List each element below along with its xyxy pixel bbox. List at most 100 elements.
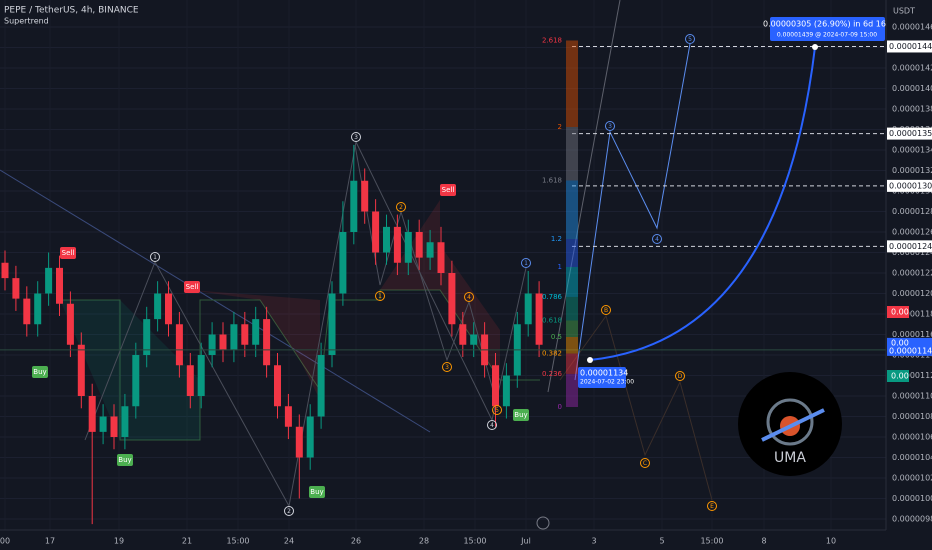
wave-marker [707,501,717,511]
x-tick-label: Jul [520,537,531,546]
price-tag-text: 0.00001305 [889,181,932,190]
candle-body [219,334,227,350]
candle-body [459,324,467,345]
fib-band [566,337,578,354]
wave-label: E [710,503,714,510]
y-tick-label: 0.00001340 [892,146,932,155]
candle-body [415,232,423,258]
candle-body [66,303,74,345]
y-axis-label: USDT [893,7,915,16]
wave-label: 5 [688,36,692,43]
candle-body [88,396,96,432]
signal-text: Sell [186,283,199,291]
y-tick-label: 0.00001220 [892,269,932,278]
wave-label: 1 [378,293,382,300]
fib-label: 0 [558,403,562,411]
price-axis [886,0,932,550]
candle-body [448,273,456,325]
fib-band [566,267,578,297]
wave-label: 4 [655,236,659,243]
signal-box [440,184,456,196]
signal-text: Sell [62,249,75,257]
y-tick-label: 0.00000980 [892,515,932,524]
wave-label: 3 [608,123,612,130]
fib-band [566,320,578,337]
wave-marker [492,405,502,415]
fib-label: 1.2 [551,235,562,243]
y-tick-label: 0.00001320 [892,166,932,175]
y-tick-label: 0.00001040 [892,453,932,462]
fib-label: 0.5 [551,333,562,341]
wave-label: C [643,460,647,467]
measure-box [770,17,885,41]
wave-label: 4 [490,422,494,429]
fib-band [566,180,578,239]
logo-ring [766,398,814,446]
wave-marker [284,506,294,516]
x-tick-label: 21 [182,537,192,546]
candle-body [252,319,260,345]
anchor-point [812,44,818,50]
wave-label: 3 [354,134,358,141]
wave-marker [675,371,685,381]
candle-body [295,426,303,458]
fib-label: 0.236 [542,370,563,378]
y-tick-label: 0.00001380 [892,105,932,114]
price-tag-text: 0.00001356 [889,129,932,138]
candle-body [350,180,358,232]
candle-body [328,293,336,355]
signal-box [117,454,133,466]
wave-marker [605,121,615,131]
wave-marker [640,458,650,468]
wave-label: 5 [495,407,499,414]
candle-body [524,293,532,325]
candle-body [230,324,238,350]
indicator-tag-text: 0.00 [891,308,909,317]
candle-body [284,406,292,427]
y-tick-label: 0.00001160 [892,330,932,339]
candle-body [23,298,31,325]
signal-box [60,247,76,259]
x-tick-label: 17 [45,537,55,546]
candle-body [241,324,249,345]
wave-label: 1 [153,254,157,261]
supertrend-line [60,289,540,441]
y-tick-label: 0.00001180 [892,310,932,319]
candle-body [143,319,151,355]
x-tick-label: 19 [114,537,124,546]
fib-band [566,353,578,374]
y-tick-label: 0.00001060 [892,433,932,442]
candle-body [317,355,325,417]
wave-marker [652,234,662,244]
chart-title: PEPE / TetherUS, 4h, BINANCE [4,6,139,16]
signal-text: Buy [514,411,527,419]
wave-marker [685,34,695,44]
wave-marker [351,132,361,142]
measure-text: 0.00001439 @ 2024-07-09 15:00 [777,32,877,39]
candle-body [404,232,412,263]
measure-text: 0.00000305 (26.90%) in 6d 16h [763,20,891,29]
replay-icon[interactable] [536,516,550,530]
start-text: 2024-07-02 23:00 [580,379,634,386]
fib-label: 1.618 [542,176,562,184]
wave-marker [521,258,531,268]
candle-body [186,365,194,396]
x-tick-label: 15:00 [700,537,723,546]
candle-body [361,180,369,212]
fib-label: 0.618 [542,316,562,324]
fib-band [566,40,578,128]
wave-label: D [678,373,683,380]
fib-band [566,239,578,267]
wave-label: 2 [399,204,403,211]
signal-box [32,366,48,378]
candle-body [470,334,478,345]
start-text: 0.00001134 [580,369,628,378]
price-tag [887,337,932,356]
fib-band [566,373,578,407]
candle-body [154,293,162,320]
trend-line [0,169,431,433]
